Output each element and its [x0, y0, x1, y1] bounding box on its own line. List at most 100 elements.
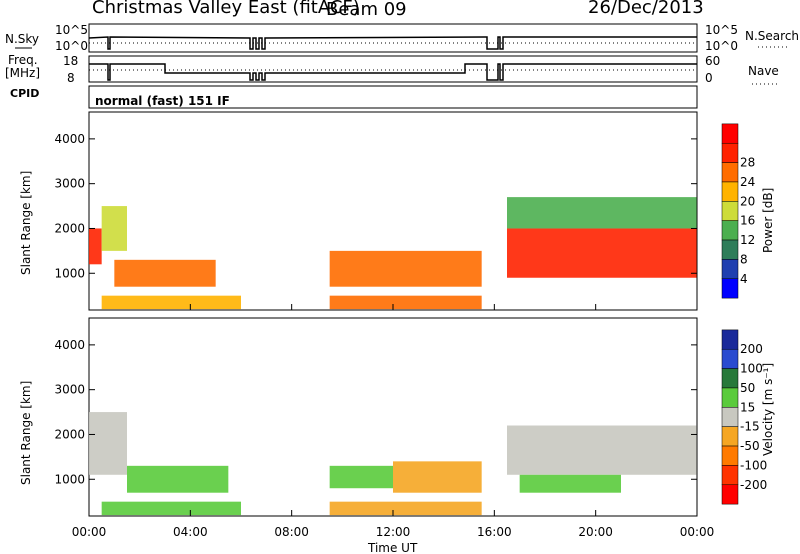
colorbar-tick-6: -100 — [740, 458, 767, 472]
noise-tick-left-bottom: 10^0 — [55, 39, 88, 53]
freq-tick-bottom: 8 — [67, 71, 75, 85]
chart-date: 26/Dec/2013 — [588, 0, 704, 18]
freq-label: Freq. — [8, 53, 38, 67]
nsearch-label: N.Search — [745, 29, 799, 43]
colorbar-swatch-4 — [721, 201, 739, 221]
power-ylabel: Slant Range [km] — [19, 171, 33, 275]
freq-tick-top: 18 — [63, 54, 78, 68]
power-colorbar-label: Power [dB] — [761, 188, 775, 253]
velocity-y-ticks: 1000 2000 3000 4000 — [54, 338, 697, 486]
power-y-ticks: 1000 2000 3000 4000 — [54, 132, 697, 280]
x-tick-label-2: 08:00 — [274, 525, 309, 539]
colorbar-swatch-1 — [721, 348, 739, 369]
colorbar-tick-2: 50 — [740, 381, 755, 395]
x-tick-label-6: 00:00 — [680, 525, 715, 539]
freq-unit: [MHz] — [5, 66, 40, 80]
data-region-0 — [89, 412, 127, 475]
colorbar-tick-3: 15 — [740, 400, 755, 414]
noise-tick-left-top: 10^5 — [55, 23, 88, 37]
data-region-4 — [393, 461, 482, 493]
colorbar-swatch-7 — [721, 259, 739, 280]
x-axis-ticks: 00:00 04:00 08:00 12:00 16:00 20:00 00:00 — [72, 304, 715, 539]
data-region-6 — [507, 425, 697, 475]
colorbar-swatch-2 — [721, 368, 739, 389]
data-region-5 — [329, 501, 482, 516]
colorbar-swatch-2 — [721, 162, 739, 183]
colorbar-swatch-5 — [721, 426, 739, 447]
data-region-1 — [101, 206, 127, 251]
colorbar-swatch-1 — [721, 142, 739, 163]
power-panel: 1000 2000 3000 4000 Slant Range [km] 4 8 12 16… — [19, 111, 775, 311]
colorbar-swatch-6 — [721, 239, 739, 260]
colorbar-swatch-7 — [721, 465, 739, 486]
y-tick-label-2: 3000 — [54, 383, 85, 397]
y-tick-label-1: 2000 — [54, 221, 85, 235]
data-region-4 — [329, 250, 482, 287]
noise-tick-right-bottom: 10^0 — [705, 39, 738, 53]
data-region-2 — [114, 259, 216, 287]
data-region-7 — [507, 197, 697, 229]
velocity-colorbar-label: Velocity [m s⁻¹] — [761, 363, 775, 456]
beam-label: Beam 09 — [326, 0, 407, 20]
colorbar-swatch-8 — [721, 484, 739, 505]
y-tick-label-0: 1000 — [54, 266, 85, 280]
data-region-7 — [519, 474, 621, 493]
x-tick-label-1: 04:00 — [173, 525, 208, 539]
nsky-label: N.Sky — [5, 32, 39, 46]
colorbar-swatch-0 — [721, 123, 739, 144]
x-tick-label-3: 12:00 — [376, 525, 411, 539]
x-tick-label-5: 20:00 — [578, 525, 613, 539]
y-tick-label-3: 4000 — [54, 338, 85, 352]
x-tick-label-4: 16:00 — [477, 525, 512, 539]
nave-tick-top: 60 — [705, 54, 720, 68]
colorbar-tick-0: 200 — [740, 342, 763, 356]
colorbar-swatch-3 — [721, 387, 739, 408]
colorbar-swatch-8 — [721, 278, 739, 299]
y-tick-label-1: 2000 — [54, 427, 85, 441]
cpid-panel — [88, 85, 698, 109]
colorbar-tick-7: -200 — [740, 478, 767, 492]
colorbar-swatch-4 — [721, 407, 739, 427]
colorbar-swatch-3 — [721, 181, 739, 202]
noise-panel: N.Sky N.Search 10^5 10^0 10^5 10^0 — [5, 23, 799, 53]
x-tick-label-0: 00:00 — [72, 525, 107, 539]
colorbar-tick-3: 16 — [740, 214, 755, 228]
cpid-text: normal (fast) 151 IF — [95, 94, 230, 108]
power-colorbar: 4 8 12 16 20 24 28 — [721, 123, 755, 299]
colorbar-tick-4: 20 — [740, 194, 755, 208]
nsky-trace — [88, 36, 697, 50]
data-region-0 — [89, 228, 102, 265]
chart-title: Christmas Valley East (fitACF) — [92, 0, 360, 18]
colorbar-tick-5: -50 — [740, 439, 760, 453]
colorbar-tick-6: 28 — [740, 156, 755, 170]
cpid-label: CPID — [10, 87, 40, 100]
colorbar-swatch-5 — [721, 220, 739, 241]
colorbar-tick-1: 8 — [740, 252, 748, 266]
x-axis-label: Time UT — [367, 541, 418, 554]
velocity-colorbar: 200 100 50 15 -15 -50 -100 -200 — [721, 329, 767, 505]
velocity-panel: 1000 2000 3000 4000 Slant Range [km] 200 100… — [19, 317, 775, 517]
power-regions — [89, 197, 697, 310]
colorbar-swatch-0 — [721, 329, 739, 350]
colorbar-tick-4: -15 — [740, 420, 760, 434]
y-tick-label-2: 3000 — [54, 177, 85, 191]
y-tick-label-3: 4000 — [54, 132, 85, 146]
colorbar-swatch-6 — [721, 445, 739, 466]
freq-trace — [89, 63, 697, 81]
colorbar-tick-0: 4 — [740, 272, 748, 286]
colorbar-tick-5: 24 — [740, 175, 755, 189]
velocity-ylabel: Slant Range [km] — [19, 381, 33, 485]
data-region-3 — [101, 295, 242, 310]
velocity-regions — [89, 412, 697, 516]
colorbar-tick-1: 100 — [740, 362, 763, 376]
nave-tick-bottom: 0 — [705, 71, 713, 85]
data-region-1 — [127, 465, 229, 493]
data-region-3 — [329, 465, 393, 489]
frequency-panel: Freq. [MHz] 18 8 60 0 Nave — [5, 53, 779, 85]
colorbar-tick-2: 12 — [740, 233, 755, 247]
noise-tick-right-top: 10^5 — [705, 23, 738, 37]
data-region-6 — [507, 228, 697, 278]
y-tick-label-0: 1000 — [54, 472, 85, 486]
nave-label: Nave — [748, 64, 779, 78]
